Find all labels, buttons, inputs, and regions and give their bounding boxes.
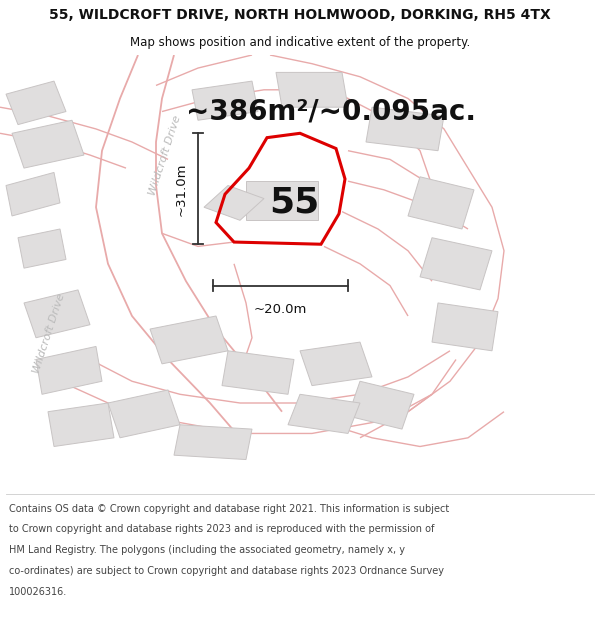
Text: Map shows position and indicative extent of the property.: Map shows position and indicative extent… <box>130 36 470 49</box>
Polygon shape <box>432 303 498 351</box>
Polygon shape <box>204 186 264 220</box>
Text: 55: 55 <box>269 186 319 220</box>
Polygon shape <box>300 342 372 386</box>
Polygon shape <box>408 177 474 229</box>
Text: co-ordinates) are subject to Crown copyright and database rights 2023 Ordnance S: co-ordinates) are subject to Crown copyr… <box>9 566 444 576</box>
Polygon shape <box>348 381 414 429</box>
Text: to Crown copyright and database rights 2023 and is reproduced with the permissio: to Crown copyright and database rights 2… <box>9 524 434 534</box>
Text: Wildcroft Drive: Wildcroft Drive <box>32 292 67 374</box>
Polygon shape <box>18 229 66 268</box>
Polygon shape <box>222 351 294 394</box>
Polygon shape <box>12 120 84 168</box>
Text: HM Land Registry. The polygons (including the associated geometry, namely x, y: HM Land Registry. The polygons (includin… <box>9 546 405 556</box>
Polygon shape <box>150 316 228 364</box>
Text: ~31.0m: ~31.0m <box>174 162 187 216</box>
Text: ~20.0m: ~20.0m <box>254 303 307 316</box>
Polygon shape <box>288 394 360 434</box>
Text: Wildcroft Drive: Wildcroft Drive <box>148 114 182 196</box>
Polygon shape <box>108 390 180 438</box>
Polygon shape <box>24 290 90 338</box>
Polygon shape <box>192 81 258 120</box>
Polygon shape <box>6 81 66 124</box>
Text: ~386m²/~0.095ac.: ~386m²/~0.095ac. <box>186 98 476 126</box>
Polygon shape <box>6 173 60 216</box>
Polygon shape <box>276 72 348 107</box>
Polygon shape <box>48 403 114 446</box>
Polygon shape <box>246 181 318 220</box>
Text: Contains OS data © Crown copyright and database right 2021. This information is : Contains OS data © Crown copyright and d… <box>9 504 449 514</box>
Polygon shape <box>366 107 444 151</box>
Polygon shape <box>174 425 252 459</box>
Polygon shape <box>420 238 492 290</box>
Polygon shape <box>36 346 102 394</box>
Text: 55, WILDCROFT DRIVE, NORTH HOLMWOOD, DORKING, RH5 4TX: 55, WILDCROFT DRIVE, NORTH HOLMWOOD, DOR… <box>49 8 551 22</box>
Text: 100026316.: 100026316. <box>9 588 67 598</box>
